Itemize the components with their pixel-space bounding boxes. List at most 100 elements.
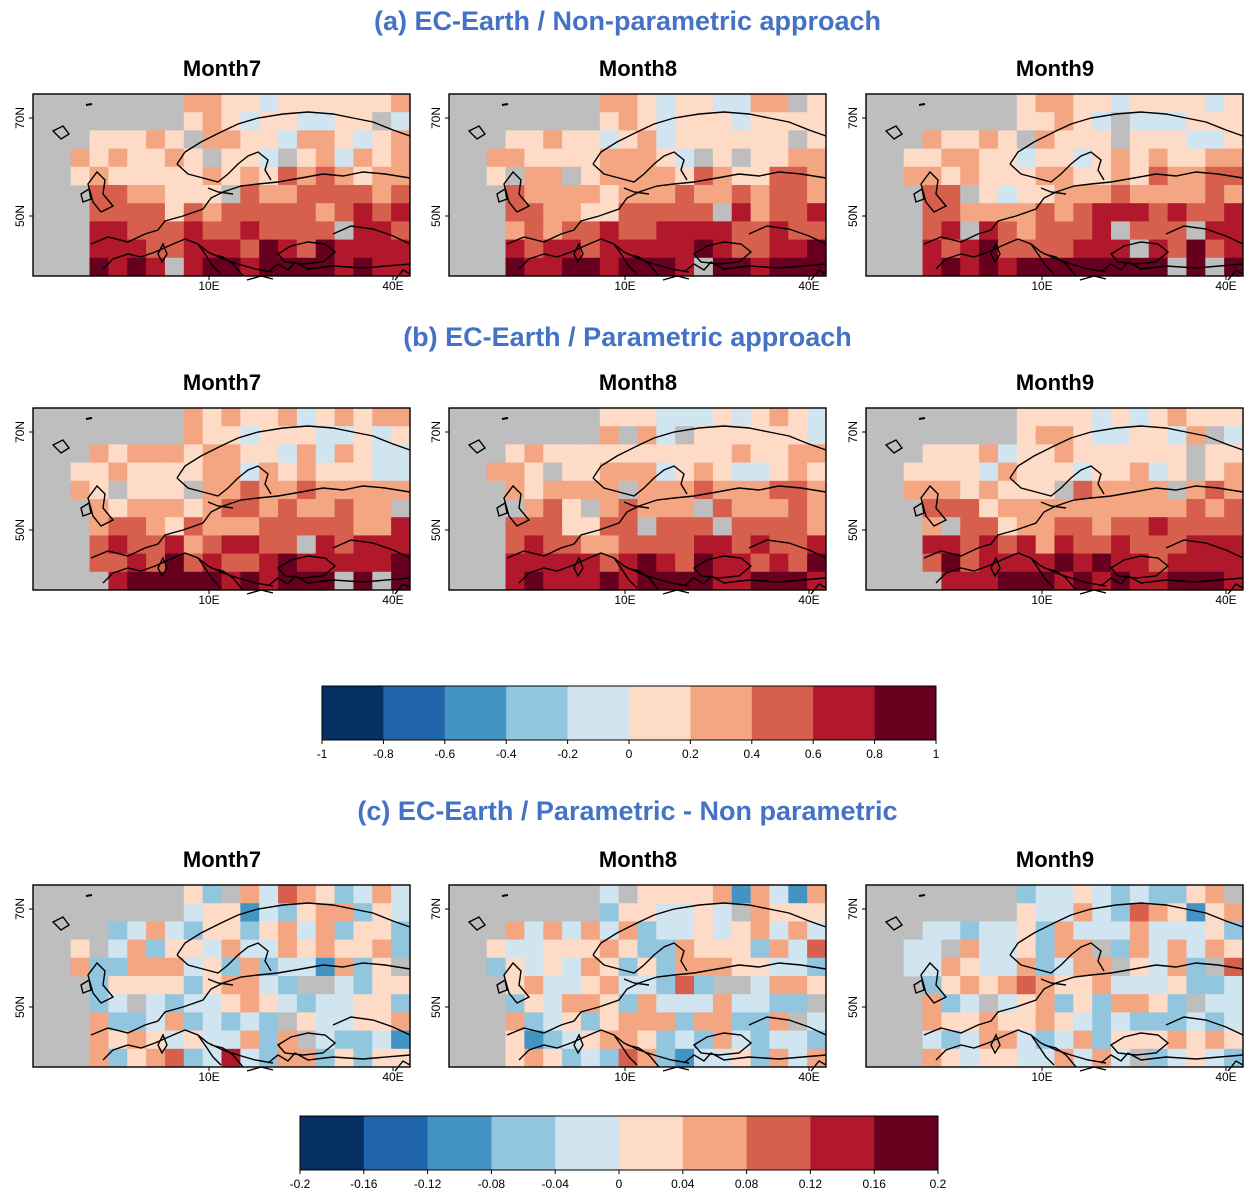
map-cell <box>769 553 789 573</box>
map-cell <box>1129 1048 1150 1068</box>
map-cell <box>1186 1012 1206 1031</box>
map-cell <box>1205 112 1225 131</box>
map-cell <box>769 1012 789 1031</box>
coastline <box>1030 1034 1055 1066</box>
map-cell <box>1148 994 1168 1013</box>
map-cell <box>1092 221 1112 240</box>
panel-title-c-3: Month9 <box>1015 847 1095 872</box>
map-cell <box>960 994 980 1013</box>
map-cell <box>259 553 279 573</box>
map-cell <box>960 939 980 959</box>
lat-label: 70N <box>429 107 443 129</box>
colorbar-swatch <box>751 686 814 740</box>
map-cell <box>694 148 714 168</box>
map-cell <box>240 112 260 131</box>
map-cell <box>127 257 147 277</box>
map-cell <box>731 903 751 922</box>
map-cell <box>1092 148 1112 168</box>
map-cell <box>941 166 961 186</box>
map-cell <box>89 130 109 149</box>
map-cell <box>941 1012 961 1031</box>
coastline <box>913 978 925 994</box>
map-cell <box>278 517 298 536</box>
map-cell <box>296 444 317 463</box>
map-cell <box>259 239 279 259</box>
coastline <box>623 978 650 986</box>
map-cell <box>1148 553 1168 573</box>
map-cell <box>1092 517 1112 536</box>
map-cell <box>353 994 373 1013</box>
map-cell <box>769 148 789 168</box>
map-cell <box>1148 462 1168 482</box>
map-cell <box>788 426 808 445</box>
panel-title-a-3: Month9 <box>1015 56 1095 81</box>
coastline <box>1043 567 1077 591</box>
map-cell <box>259 921 279 940</box>
map-cell <box>1054 517 1074 536</box>
map-cell <box>1073 130 1093 149</box>
map-cell <box>334 921 354 940</box>
map-cell <box>202 94 222 113</box>
map-cell <box>580 257 601 277</box>
coastline <box>613 243 638 275</box>
map-cell <box>108 166 128 186</box>
map-cell <box>1073 221 1093 240</box>
colorbar-swatch <box>444 686 507 740</box>
map-cell <box>108 462 128 482</box>
map-cell <box>315 903 335 922</box>
map-cell <box>259 185 279 204</box>
map-cell <box>694 444 714 463</box>
map-cell <box>372 499 392 518</box>
map-cell <box>1073 239 1093 259</box>
map-cell <box>505 553 525 573</box>
map-cell <box>1167 939 1187 959</box>
map-cell <box>1092 939 1112 959</box>
map-cell <box>1148 957 1168 977</box>
map-cell <box>618 426 638 445</box>
coastline <box>1009 902 1244 956</box>
map-cell <box>1092 462 1112 482</box>
coastline <box>1009 942 1105 974</box>
map-cell <box>259 94 279 113</box>
map-cell <box>941 148 961 168</box>
map-cell <box>202 480 222 500</box>
map-cell <box>240 553 260 573</box>
colorbar-swatch <box>682 1116 747 1170</box>
coastline <box>1009 151 1105 183</box>
map-cell <box>997 444 1018 463</box>
map-cell <box>353 94 373 113</box>
map-cell <box>505 939 525 959</box>
map-cell <box>1073 203 1093 222</box>
map-cell <box>259 885 279 904</box>
map-cells <box>866 94 1244 277</box>
lat-label: 70N <box>13 421 27 443</box>
coastline <box>692 555 753 579</box>
map-cell <box>1016 112 1037 131</box>
map-cell <box>221 94 241 113</box>
coastline <box>102 552 274 587</box>
map-cell <box>296 517 317 536</box>
map-cell <box>903 166 923 186</box>
map-cell <box>1092 535 1112 554</box>
map-cell <box>164 571 185 591</box>
map-cell <box>524 571 544 591</box>
map-cells <box>866 408 1244 591</box>
map-cell <box>372 94 392 113</box>
coastline <box>503 170 531 213</box>
map-cell <box>146 444 166 463</box>
map-cell <box>127 480 147 500</box>
map-cell <box>70 480 90 500</box>
map-cell <box>769 185 789 204</box>
map-cell <box>1148 185 1168 204</box>
map-cell <box>618 166 638 186</box>
map-cell <box>562 444 582 463</box>
map-cell <box>1186 976 1206 995</box>
map-cell <box>1016 148 1037 168</box>
map-cell <box>1205 1048 1225 1068</box>
map-cell <box>108 480 128 500</box>
map-cell <box>524 921 544 940</box>
coastline <box>157 1033 168 1055</box>
map-cell <box>1186 166 1206 186</box>
map-cell <box>127 462 147 482</box>
map-cell <box>202 462 222 482</box>
